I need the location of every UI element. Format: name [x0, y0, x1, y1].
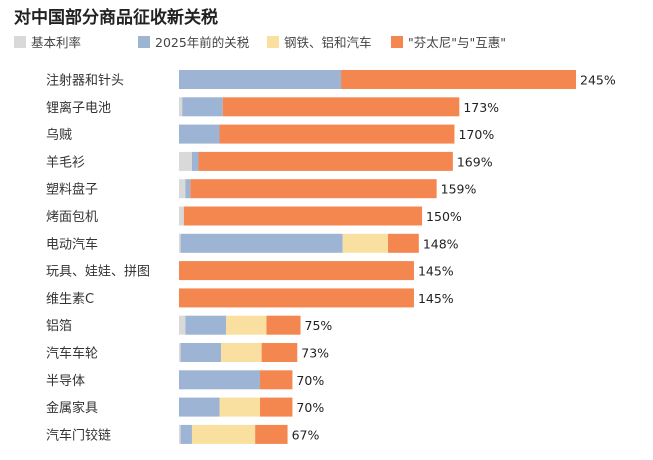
- bar-row: 塑料盘子 159%: [46, 179, 477, 199]
- legend-label-3: "芬太尼"与"互惠": [408, 35, 506, 50]
- bar-segment-3: [179, 288, 414, 308]
- bar-segment-1: [180, 343, 222, 362]
- category-label: 烤面包机: [46, 210, 98, 225]
- bar-row: 电动汽车 148%: [46, 233, 459, 253]
- bar-segment-0: [179, 343, 181, 362]
- total-label: 159%: [441, 182, 477, 197]
- bar-row: 半导体 70%: [46, 370, 324, 390]
- bar-segment-0: [179, 206, 184, 226]
- category-label: 塑料盘子: [46, 182, 98, 198]
- bar-segment-1: [185, 179, 191, 199]
- bar-row: 羊毛衫 169%: [46, 151, 493, 171]
- bar-segment-2: [219, 397, 261, 417]
- bar-segment-1: [179, 70, 342, 89]
- bar-segment-0: [179, 97, 183, 117]
- bar-row: 金属家具 70%: [46, 397, 324, 417]
- bar-segment-1: [185, 315, 226, 335]
- bar-segment-1: [180, 424, 192, 444]
- bar-segment-3: [222, 97, 460, 117]
- total-label: 75%: [305, 318, 333, 333]
- category-label: 金属家具: [46, 400, 98, 416]
- bar-segment-3: [341, 70, 576, 89]
- bar-row: 汽车车轮 73%: [46, 343, 329, 362]
- total-label: 245%: [580, 73, 616, 88]
- bar-segment-0: [179, 233, 181, 253]
- bar-segment-1: [179, 124, 220, 144]
- total-label: 67%: [292, 427, 320, 442]
- bar-row: 注射器和针头 245%: [46, 70, 616, 89]
- total-label: 70%: [296, 373, 324, 388]
- legend-label-0: 基本利率: [31, 35, 81, 50]
- bar-segment-2: [221, 343, 262, 362]
- bar-row: 玩具、娃娃、拼图 145%: [46, 261, 454, 281]
- legend-swatch-1: [138, 36, 150, 48]
- bar-segment-3: [388, 233, 419, 253]
- legend-label-2: 钢铁、铝和汽车: [284, 35, 372, 50]
- legend-swatch-3: [391, 36, 403, 48]
- bar-segment-3: [183, 206, 423, 226]
- category-label: 半导体: [46, 374, 85, 389]
- category-label: 锂离子电池: [46, 100, 111, 116]
- chart-title: 对中国部分商品征收新关税: [14, 7, 218, 28]
- category-label: 玩具、娃娃、拼图: [46, 265, 150, 280]
- category-label: 乌贼: [46, 127, 72, 143]
- legend-swatch-0: [14, 36, 26, 48]
- total-label: 70%: [296, 400, 324, 415]
- bar-segment-3: [179, 261, 414, 281]
- bar-segment-1: [182, 97, 223, 117]
- chart-rows: 注射器和针头 245% 锂离子电池 173% 乌贼 170% 羊毛衫 169% 塑料盘子 159%…: [46, 70, 616, 444]
- bar-segment-2: [225, 315, 267, 335]
- category-label: 电动汽车: [46, 236, 98, 252]
- total-label: 170%: [458, 127, 494, 142]
- category-label: 铝箔: [46, 318, 72, 334]
- legend-label-1: 2025年前的关税: [155, 35, 250, 50]
- total-label: 169%: [457, 154, 493, 169]
- bar-row: 锂离子电池 173%: [46, 97, 499, 117]
- bar-segment-2: [191, 424, 256, 444]
- total-label: 148%: [423, 236, 459, 251]
- bar-row: 烤面包机 150%: [46, 206, 462, 226]
- category-label: 汽车车轮: [46, 346, 98, 362]
- legend-swatch-2: [267, 36, 279, 48]
- bar-segment-0: [179, 151, 192, 171]
- category-label: 维生素C: [46, 292, 94, 307]
- bar-segment-3: [260, 370, 293, 390]
- bar-segment-3: [266, 315, 301, 335]
- bar-segment-0: [179, 315, 186, 335]
- bar-segment-2: [342, 233, 389, 253]
- total-label: 145%: [418, 264, 454, 279]
- bar-row: 铝箔 75%: [46, 315, 333, 335]
- bar-segment-3: [198, 151, 453, 171]
- bar-segment-3: [255, 424, 288, 444]
- total-label: 145%: [418, 291, 454, 306]
- bar-row: 乌贼 170%: [46, 124, 494, 144]
- bar-segment-0: [179, 179, 186, 199]
- bar-segment-1: [180, 233, 343, 253]
- bar-segment-3: [190, 179, 437, 199]
- bar-segment-1: [191, 151, 199, 171]
- bar-segment-1: [179, 397, 220, 417]
- total-label: 73%: [301, 346, 329, 361]
- bar-row: 维生素C 145%: [46, 288, 454, 308]
- category-label: 注射器和针头: [46, 73, 124, 89]
- bar-segment-3: [219, 124, 455, 144]
- bar-segment-3: [261, 343, 298, 362]
- total-label: 173%: [463, 100, 499, 115]
- category-label: 汽车门铰链: [46, 427, 111, 443]
- total-label: 150%: [426, 209, 462, 224]
- bar-row: 汽车门铰链 67%: [46, 424, 320, 444]
- bar-segment-1: [179, 370, 261, 390]
- bar-segment-3: [260, 397, 293, 417]
- category-label: 羊毛衫: [46, 154, 85, 170]
- bar-segment-0: [179, 424, 181, 444]
- chart-legend: 基本利率 2025年前的关税 钢铁、铝和汽车 "芬太尼"与"互惠": [14, 35, 506, 50]
